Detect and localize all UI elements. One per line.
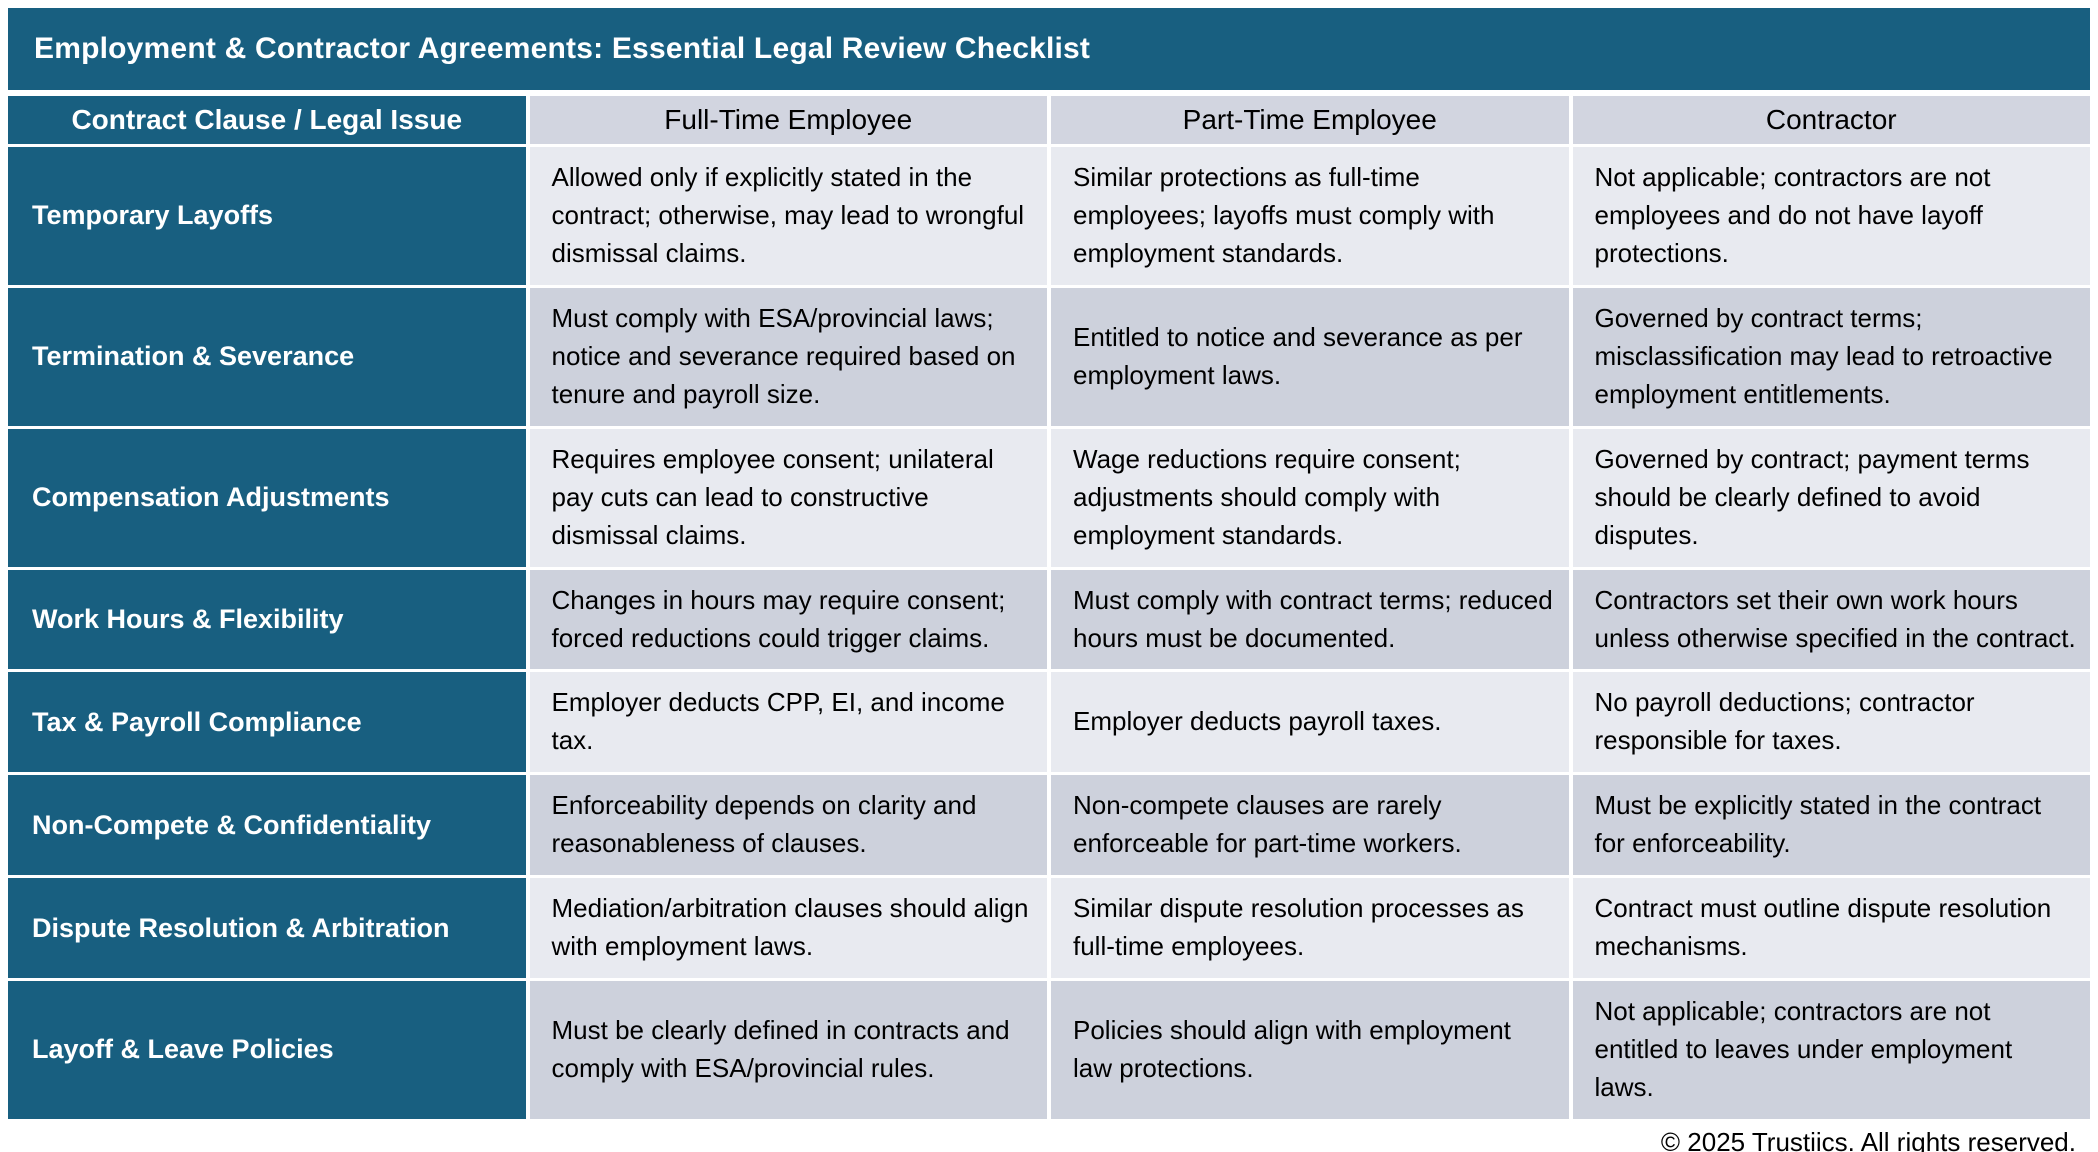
cell-full-time: Must comply with ESA/provincial laws; no…: [529, 287, 1047, 426]
column-header-contractor: Contractor: [1572, 96, 2090, 144]
cell-part-time: Non-compete clauses are rarely enforceab…: [1051, 775, 1569, 876]
table-row: Temporary Layoffs Allowed only if explic…: [8, 147, 2090, 285]
column-header-issue: Contract Clause / Legal Issue: [8, 96, 526, 144]
table-row: Work Hours & Flexibility Changes in hour…: [8, 569, 2090, 670]
cell-part-time: Wage reductions require consent; adjustm…: [1051, 428, 1569, 567]
table-row: Termination & Severance Must comply with…: [8, 287, 2090, 426]
title-bar: Employment & Contractor Agreements: Esse…: [8, 8, 2090, 90]
table-header-row: Contract Clause / Legal Issue Full-Time …: [8, 96, 2090, 144]
cell-full-time: Changes in hours may require consent; fo…: [529, 569, 1047, 670]
column-header-part-time: Part-Time Employee: [1051, 96, 1569, 144]
row-label: Dispute Resolution & Arbitration: [8, 878, 526, 979]
cell-contractor: No payroll deductions; contractor respon…: [1572, 672, 2090, 773]
cell-part-time: Similar protections as full-time employe…: [1051, 147, 1569, 285]
page-title: Employment & Contractor Agreements: Esse…: [34, 32, 1091, 65]
cell-full-time: Employer deducts CPP, EI, and income tax…: [529, 672, 1047, 773]
cell-part-time: Must comply with contract terms; reduced…: [1051, 569, 1569, 670]
cell-contractor: Contractors set their own work hours unl…: [1572, 569, 2090, 670]
copyright-text: © 2025 Trustiics. All rights reserved.: [1660, 1127, 2076, 1152]
cell-full-time: Allowed only if explicitly stated in the…: [529, 147, 1047, 285]
table-body: Temporary Layoffs Allowed only if explic…: [8, 147, 2090, 1120]
row-label: Layoff & Leave Policies: [8, 981, 526, 1120]
row-label: Termination & Severance: [8, 287, 526, 426]
cell-contractor: Governed by contract; payment terms shou…: [1572, 428, 2090, 567]
cell-full-time: Enforceability depends on clarity and re…: [529, 775, 1047, 876]
cell-part-time: Similar dispute resolution processes as …: [1051, 878, 1569, 979]
row-label: Work Hours & Flexibility: [8, 569, 526, 670]
cell-part-time: Entitled to notice and severance as per …: [1051, 287, 1569, 426]
table-row: Dispute Resolution & Arbitration Mediati…: [8, 878, 2090, 979]
table-row: Non-Compete & Confidentiality Enforceabi…: [8, 775, 2090, 876]
checklist-table: Contract Clause / Legal Issue Full-Time …: [8, 96, 2090, 1120]
cell-full-time: Must be clearly defined in contracts and…: [529, 981, 1047, 1120]
row-label: Tax & Payroll Compliance: [8, 672, 526, 773]
cell-full-time: Mediation/arbitration clauses should ali…: [529, 878, 1047, 979]
cell-contractor: Not applicable; contractors are not enti…: [1572, 981, 2090, 1120]
cell-part-time: Employer deducts payroll taxes.: [1051, 672, 1569, 773]
column-header-full-time: Full-Time Employee: [529, 96, 1047, 144]
row-label: Compensation Adjustments: [8, 428, 526, 567]
cell-contractor: Must be explicitly stated in the contrac…: [1572, 775, 2090, 876]
cell-contractor: Governed by contract terms; misclassific…: [1572, 287, 2090, 426]
table-row: Compensation Adjustments Requires employ…: [8, 428, 2090, 567]
table-row: Tax & Payroll Compliance Employer deduct…: [8, 672, 2090, 773]
cell-contractor: Contract must outline dispute resolution…: [1572, 878, 2090, 979]
cell-part-time: Policies should align with employment la…: [1051, 981, 1569, 1120]
cell-full-time: Requires employee consent; unilateral pa…: [529, 428, 1047, 567]
row-label: Non-Compete & Confidentiality: [8, 775, 526, 876]
cell-contractor: Not applicable; contractors are not empl…: [1572, 147, 2090, 285]
table-row: Layoff & Leave Policies Must be clearly …: [8, 981, 2090, 1120]
row-label: Temporary Layoffs: [8, 147, 526, 285]
